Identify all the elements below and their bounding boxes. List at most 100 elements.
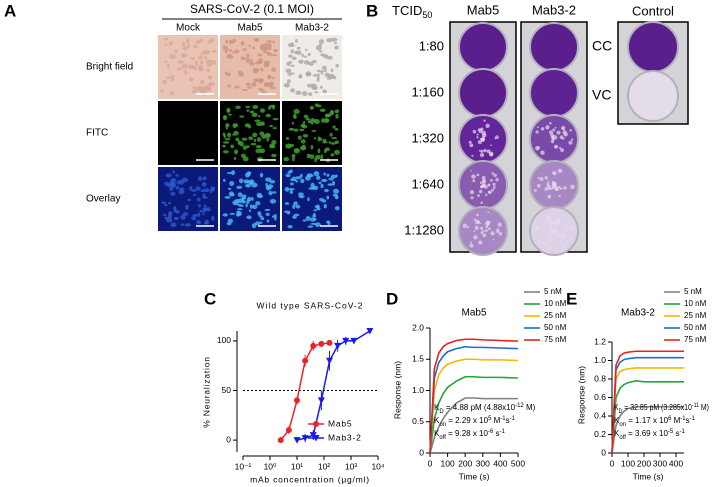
cell [332,188,340,194]
well-speck [561,137,565,140]
x-tick-label: 0 [610,458,615,468]
cell [247,171,251,176]
cell [235,137,240,142]
cell [334,42,338,45]
well [627,70,679,122]
well-speck [546,182,550,186]
x-axis-label: Time (s) [459,471,490,481]
y-tick-label: 2.0 [412,322,424,332]
well-speck [492,182,496,186]
well-speck [466,225,470,229]
cell [322,89,328,94]
cell [188,77,195,82]
well-speck [476,213,479,217]
marker [366,328,374,335]
well-speck [470,241,473,244]
well-speck [559,187,562,190]
marker [293,437,301,444]
micrograph [158,35,218,99]
cell [170,78,175,81]
y-tick-label: 1.0 [594,355,606,365]
well-speck [551,181,556,186]
well-speck [469,143,474,148]
annotation-part: -1 [500,416,506,422]
annotation-part: K [434,429,440,438]
cell [197,65,204,68]
cell [305,175,311,181]
cell [301,53,304,57]
cell [313,137,317,140]
cell [295,179,298,183]
cell [324,68,327,73]
row-label: FITC [86,128,108,139]
cell [202,207,207,211]
cell [315,45,322,51]
well-speck [569,128,572,132]
cell [191,86,198,90]
marker [350,337,358,345]
cell [231,170,235,176]
y-axis-label: Response (nm) [392,361,402,419]
x-tick-label: 300 [653,458,667,468]
cell [298,73,302,79]
well-speck [548,236,552,241]
x-tick-label: 10⁻¹ [235,461,252,471]
well-speck [570,184,575,190]
cell [202,193,206,198]
cell [207,75,213,80]
cell [266,137,270,142]
well-speck [548,130,554,135]
well-speck [471,154,474,157]
cell [330,142,337,145]
cell [211,215,215,221]
legend-label: Mab3-2 [328,432,362,442]
cell [246,53,250,59]
cell [269,124,274,128]
series-line [429,358,519,454]
cell [261,47,268,52]
cell [191,90,196,94]
well-speck [476,220,480,224]
cell [258,221,263,224]
cell [331,136,338,140]
cell [290,49,295,54]
annotation-part: = 1.17 x 10 [626,416,669,425]
well-speck [494,137,497,140]
cell [306,174,310,178]
cell [290,182,294,186]
cell [310,182,315,188]
marker [301,435,309,442]
cell [316,175,321,180]
cell [294,39,299,43]
cell [267,184,274,189]
row-label: Bright field [86,62,133,73]
cell [240,41,245,46]
legend-label: 5 nM [684,287,702,296]
legend-label: 5 nM [544,287,562,296]
well-speck [548,247,551,251]
well-speck [488,151,494,157]
cell [303,114,309,119]
cell [310,106,314,110]
legend-label: 25 nM [684,311,707,320]
cell [199,38,203,43]
cell [293,128,299,132]
dilution-label: 1:160 [411,84,444,99]
annotation: Kon = 1.17 x 106 M-1s-1 [614,416,696,428]
cell [164,204,168,207]
cell [254,221,261,226]
cell [173,216,179,221]
cell [313,118,320,125]
series-line [429,397,518,454]
well-speck [570,226,575,232]
series-line [611,405,684,454]
well-speck [488,190,492,195]
cell [272,104,275,110]
cell [241,137,248,141]
well-speck [535,228,539,232]
well-speck [555,225,558,228]
cell [206,207,211,212]
cell [247,86,253,89]
cell [302,120,306,125]
cell [192,65,198,71]
